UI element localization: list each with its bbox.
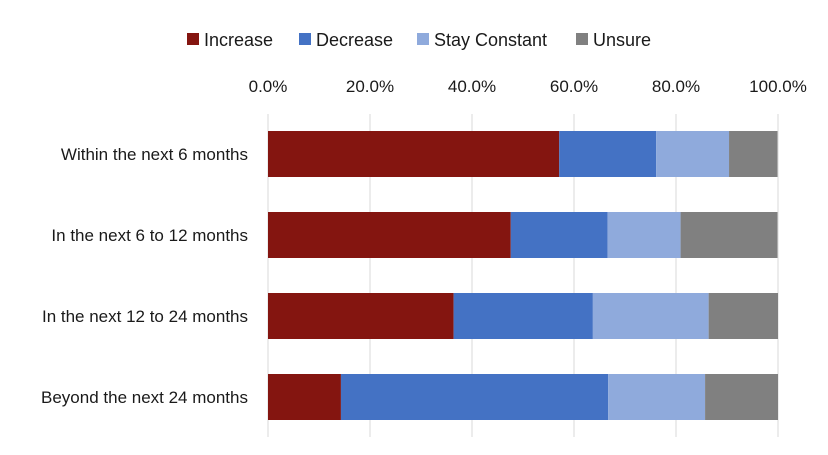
legend-item: Increase	[187, 30, 273, 50]
x-axis-ticks: 0.0% 20.0% 40.0% 60.0% 80.0% 100.0%	[249, 77, 807, 96]
legend-swatch	[187, 33, 199, 45]
bar-segment-stay-constant	[656, 131, 730, 177]
legend-label: Stay Constant	[434, 30, 547, 50]
bar-segment-stay-constant	[592, 293, 709, 339]
x-tick-label: 100.0%	[749, 77, 807, 96]
category-label: Beyond the next 24 months	[41, 388, 248, 407]
bar-segment-increase	[268, 293, 454, 339]
bar-segment-decrease	[559, 131, 657, 177]
legend-item: Stay Constant	[417, 30, 547, 50]
legend-swatch	[299, 33, 311, 45]
category-labels: Within the next 6 months In the next 6 to…	[41, 145, 248, 407]
bar-segment-decrease	[510, 212, 608, 258]
bar-segment-unsure	[705, 374, 778, 420]
x-tick-label: 60.0%	[550, 77, 598, 96]
bar-segment-unsure	[729, 131, 778, 177]
legend-item: Unsure	[576, 30, 651, 50]
bar-segment-decrease	[453, 293, 593, 339]
bar-segment-unsure	[680, 212, 778, 258]
legend-label: Increase	[204, 30, 273, 50]
bar-row	[268, 212, 778, 258]
bar-segment-increase	[268, 374, 341, 420]
bar-segment-increase	[268, 131, 560, 177]
legend-label: Decrease	[316, 30, 393, 50]
category-label: Within the next 6 months	[61, 145, 248, 164]
x-tick-label: 80.0%	[652, 77, 700, 96]
bar-segment-stay-constant	[608, 374, 706, 420]
legend: Increase Decrease Stay Constant Unsure	[187, 30, 651, 50]
bar-segment-decrease	[340, 374, 609, 420]
legend-swatch	[576, 33, 588, 45]
bar-row	[268, 374, 778, 420]
x-tick-label: 40.0%	[448, 77, 496, 96]
legend-swatch	[417, 33, 429, 45]
category-label: In the next 12 to 24 months	[42, 307, 248, 326]
bar-segment-stay-constant	[607, 212, 681, 258]
category-label: In the next 6 to 12 months	[51, 226, 248, 245]
x-tick-label: 20.0%	[346, 77, 394, 96]
legend-item: Decrease	[299, 30, 393, 50]
bar-segment-increase	[268, 212, 511, 258]
legend-label: Unsure	[593, 30, 651, 50]
x-tick-label: 0.0%	[249, 77, 288, 96]
bar-row	[268, 293, 778, 339]
bar-segment-unsure	[708, 293, 778, 339]
bars	[268, 131, 778, 420]
bar-row	[268, 131, 778, 177]
